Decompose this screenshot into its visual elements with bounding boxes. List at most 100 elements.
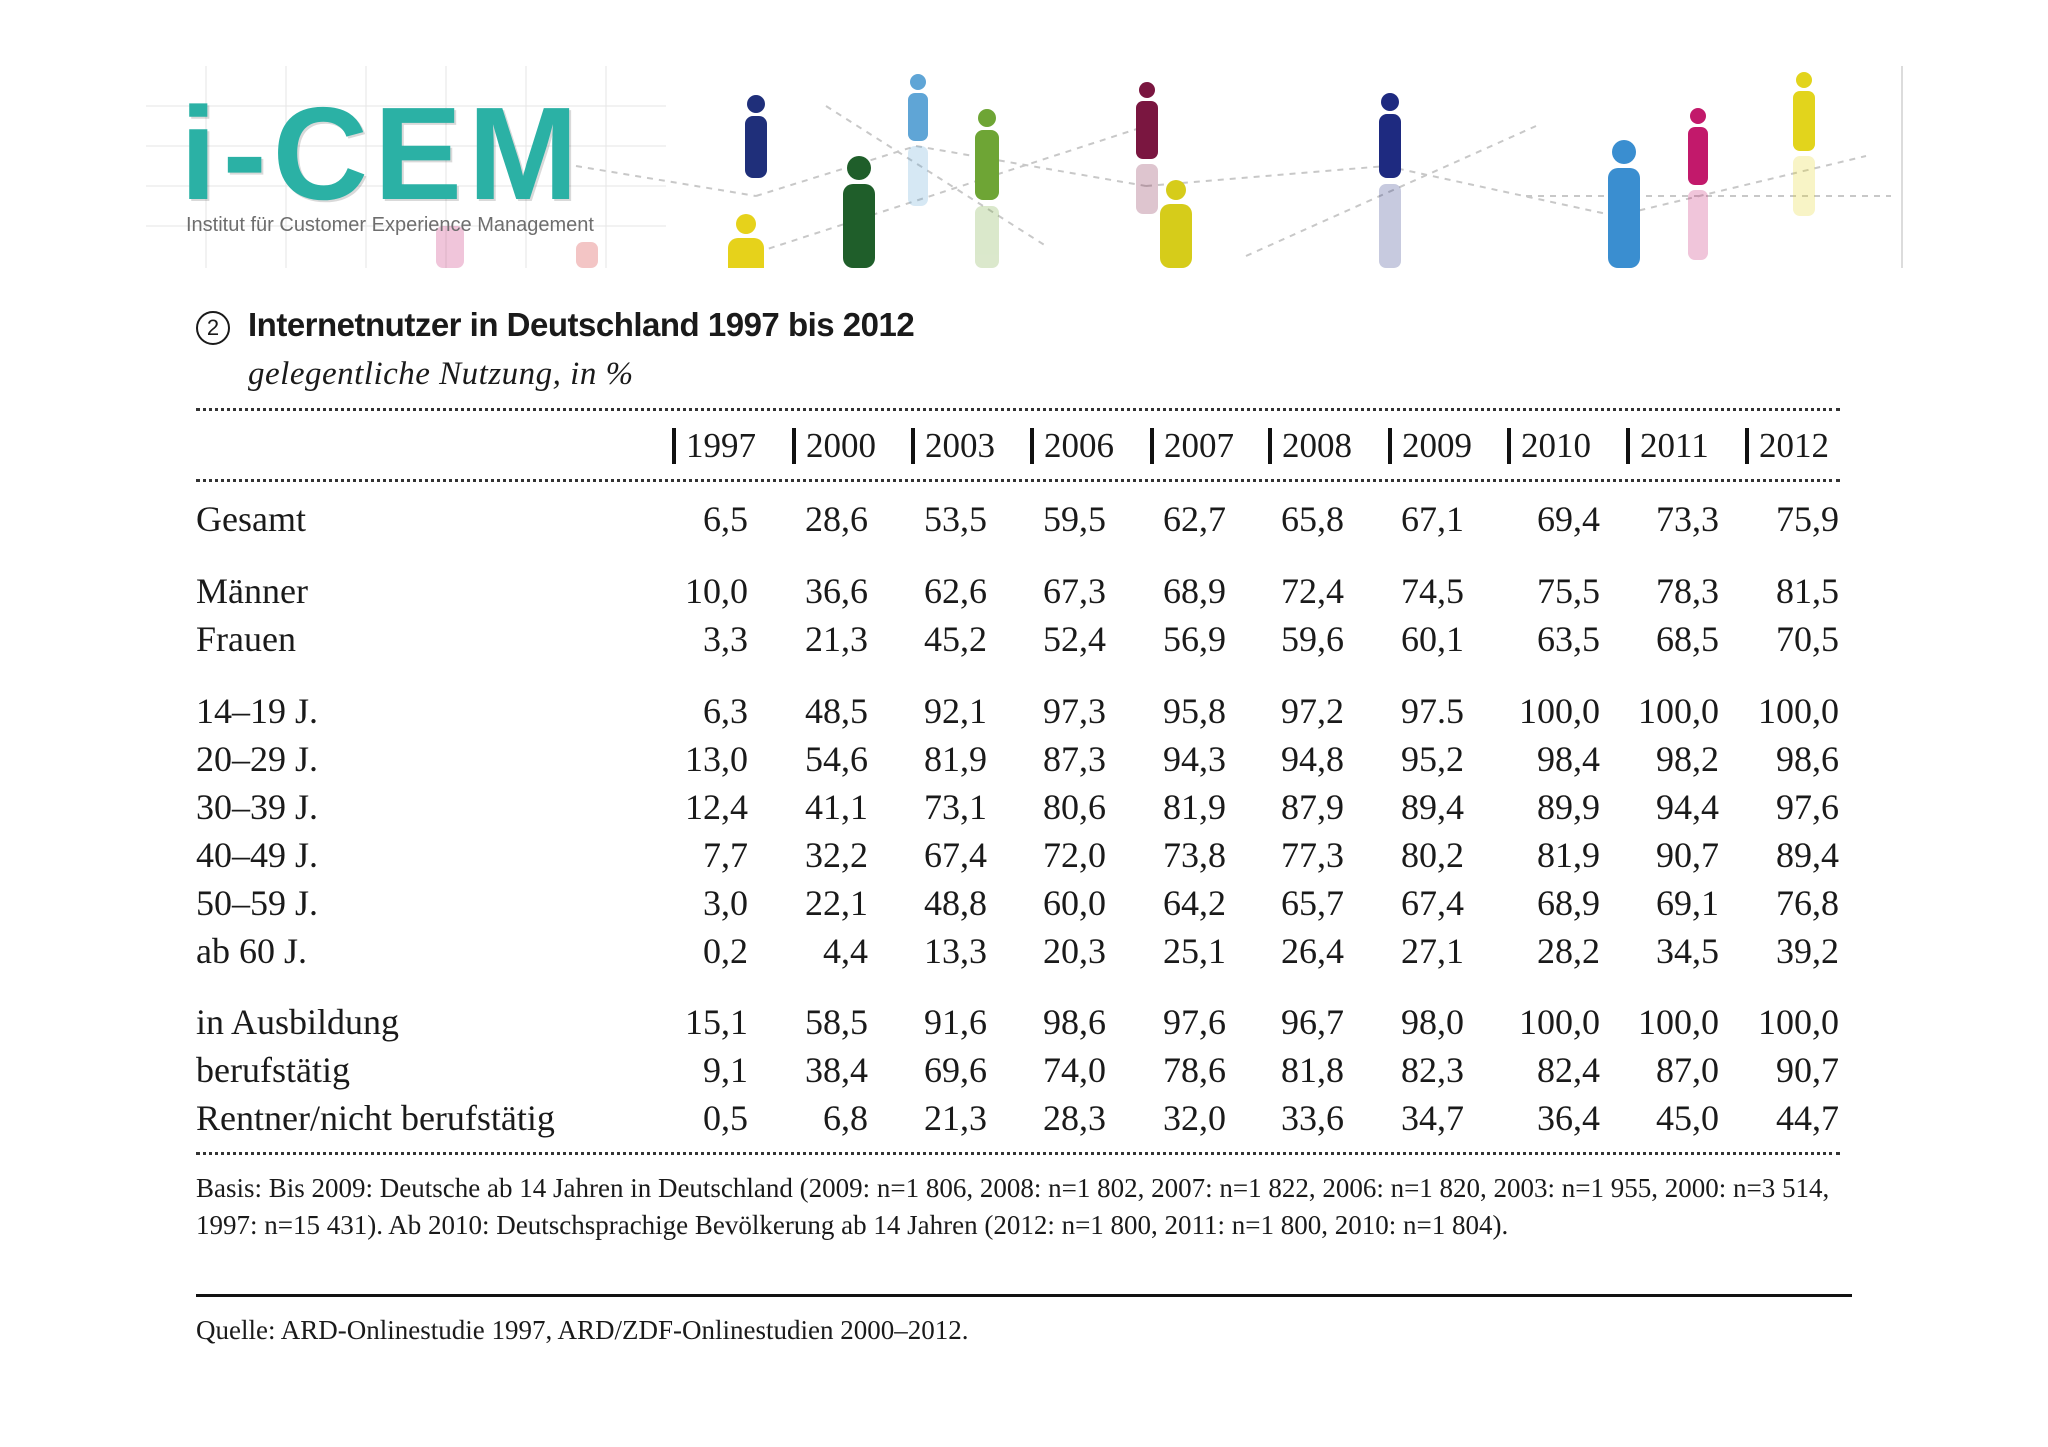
table-cell: 67,1: [1401, 499, 1464, 539]
table-cell: 67,4: [924, 835, 987, 875]
table-cell: 78,3: [1656, 571, 1719, 611]
table-cell: 74,5: [1401, 571, 1464, 611]
table-cell: 28,2: [1537, 931, 1600, 971]
table-cell: 82,3: [1401, 1050, 1464, 1090]
table-cell: 64,2: [1163, 883, 1226, 923]
table-cell: 67,3: [1043, 571, 1106, 611]
table-cell: 98,2: [1656, 739, 1719, 779]
table-cell: 62,6: [924, 571, 987, 611]
table-cell: 100,0: [1758, 691, 1839, 731]
table-subtitle: gelegentliche Nutzung, in %: [248, 356, 634, 392]
table-cell: 90,7: [1656, 835, 1719, 875]
column-header-2006: 2006: [1030, 428, 1114, 464]
table-cell: 3,0: [703, 883, 748, 923]
table-cell: 96,7: [1281, 1002, 1344, 1042]
divider-top: [196, 408, 1840, 411]
table-cell: 34,7: [1401, 1098, 1464, 1138]
table-cell: 7,7: [703, 835, 748, 875]
column-header-2000: 2000: [792, 428, 876, 464]
header-banner: i-CEM Institut für Customer Experience M…: [146, 66, 1903, 268]
row-label: 14–19 J.: [196, 691, 319, 731]
table-cell: 68,9: [1537, 883, 1600, 923]
table-cell: 28,3: [1043, 1098, 1106, 1138]
table-cell: 73,8: [1163, 835, 1226, 875]
table-cell: 74,0: [1043, 1050, 1106, 1090]
table-cell: 87,0: [1656, 1050, 1719, 1090]
table-cell: 98,6: [1043, 1002, 1106, 1042]
table-cell: 53,5: [924, 499, 987, 539]
source-note: Quelle: ARD-Onlinestudie 1997, ARD/ZDF-O…: [196, 1315, 969, 1345]
column-header-2003: 2003: [911, 428, 995, 464]
table-cell: 21,3: [805, 619, 868, 659]
logo: i-CEM: [180, 80, 584, 227]
column-header-2009: 2009: [1388, 428, 1472, 464]
table-cell: 92,1: [924, 691, 987, 731]
table-cell: 80,2: [1401, 835, 1464, 875]
table-cell: 33,6: [1281, 1098, 1344, 1138]
table-cell: 100,0: [1758, 1002, 1839, 1042]
table-cell: 6,5: [703, 499, 748, 539]
column-header-2010: 2010: [1507, 428, 1591, 464]
divider-bottom: [196, 1152, 1840, 1155]
table-cell: 3,3: [703, 619, 748, 659]
row-label: Gesamt: [196, 499, 306, 539]
table-cell: 90,7: [1776, 1050, 1839, 1090]
table-cell: 98,4: [1537, 739, 1600, 779]
table-cell: 97,2: [1281, 691, 1344, 731]
table-cell: 100,0: [1519, 691, 1600, 731]
table-cell: 38,4: [805, 1050, 868, 1090]
row-label: Männer: [196, 571, 308, 611]
table-cell: 81,9: [1537, 835, 1600, 875]
table-cell: 58,5: [805, 1002, 868, 1042]
table-cell: 48,8: [924, 883, 987, 923]
table-cell: 60,1: [1401, 619, 1464, 659]
row-label: Rentner/nicht berufstätig: [196, 1098, 555, 1138]
row-label: berufstätig: [196, 1050, 350, 1090]
column-header-2008: 2008: [1268, 428, 1352, 464]
table-cell: 13,0: [685, 739, 748, 779]
table-cell: 94,4: [1656, 787, 1719, 827]
table-cell: 77,3: [1281, 835, 1344, 875]
table-cell: 100,0: [1638, 1002, 1719, 1042]
table-cell: 63,5: [1537, 619, 1600, 659]
table-cell: 97.5: [1401, 691, 1464, 731]
table-cell: 81,5: [1776, 571, 1839, 611]
table-cell: 89,4: [1776, 835, 1839, 875]
table-cell: 4,4: [823, 931, 868, 971]
table-cell: 73,1: [924, 787, 987, 827]
table-cell: 95,8: [1163, 691, 1226, 731]
table-cell: 45,0: [1656, 1098, 1719, 1138]
table-cell: 81,9: [1163, 787, 1226, 827]
table-cell: 0,5: [703, 1098, 748, 1138]
divider-solid: [196, 1294, 1852, 1297]
table-cell: 89,4: [1401, 787, 1464, 827]
person-figures: [728, 72, 1815, 268]
logo-subtitle: Institut für Customer Experience Managem…: [186, 214, 594, 236]
table-cell: 32,2: [805, 835, 868, 875]
table-cell: 67,4: [1401, 883, 1464, 923]
table-cell: 27,1: [1401, 931, 1464, 971]
row-label: 30–39 J.: [196, 787, 319, 827]
table-cell: 95,2: [1401, 739, 1464, 779]
table-cell: 20,3: [1043, 931, 1106, 971]
row-label: in Ausbildung: [196, 1002, 400, 1042]
table-cell: 44,7: [1776, 1098, 1839, 1138]
table-cell: 10,0: [685, 571, 748, 611]
table-cell: 81,9: [924, 739, 987, 779]
table-cell: 72,0: [1043, 835, 1106, 875]
table-cell: 59,6: [1281, 619, 1344, 659]
table-cell: 56,9: [1163, 619, 1226, 659]
table-cell: 48,5: [805, 691, 868, 731]
table-cell: 69,1: [1656, 883, 1719, 923]
table-cell: 73,3: [1656, 499, 1719, 539]
table-cell: 98,0: [1401, 1002, 1464, 1042]
table-cell: 9,1: [703, 1050, 748, 1090]
table-cell: 62,7: [1163, 499, 1226, 539]
table-cell: 45,2: [924, 619, 987, 659]
table-cell: 13,3: [924, 931, 987, 971]
table-cell: 21,3: [924, 1098, 987, 1138]
table-cell: 6,3: [703, 691, 748, 731]
table-cell: 28,6: [805, 499, 868, 539]
column-header-2007: 2007: [1150, 428, 1234, 464]
table-cell: 12,4: [685, 787, 748, 827]
